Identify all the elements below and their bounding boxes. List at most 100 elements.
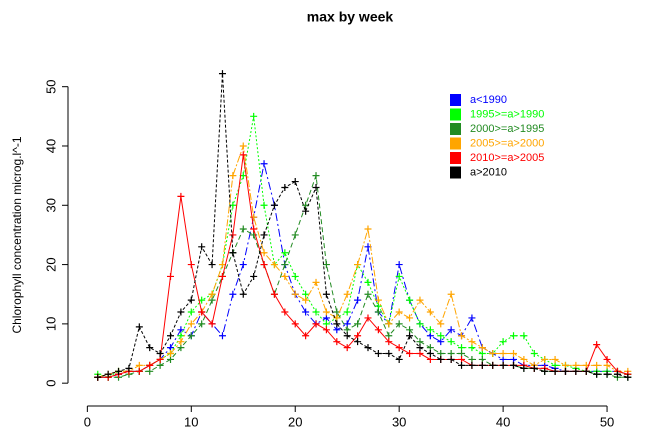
- point-marker: [478, 344, 486, 352]
- point-marker: [260, 231, 268, 239]
- point-marker: [187, 308, 195, 316]
- point-marker: [312, 278, 320, 286]
- point-marker: [198, 243, 206, 251]
- point-marker: [530, 350, 538, 358]
- point-marker: [312, 320, 320, 328]
- point-marker: [582, 367, 590, 375]
- series-line: [97, 175, 628, 378]
- point-marker: [458, 332, 466, 340]
- point-marker: [447, 326, 455, 334]
- point-marker: [177, 338, 185, 346]
- point-marker: [364, 344, 372, 352]
- point-marker: [239, 151, 247, 159]
- point-marker: [177, 332, 185, 340]
- point-marker: [499, 338, 507, 346]
- point-marker: [426, 332, 434, 340]
- point-marker: [416, 344, 424, 352]
- point-marker: [478, 355, 486, 363]
- point-marker: [187, 296, 195, 304]
- point-marker: [478, 361, 486, 369]
- point-marker: [302, 308, 310, 316]
- point-marker: [447, 338, 455, 346]
- point-marker: [354, 261, 362, 269]
- x-tick-label: 0: [84, 414, 91, 429]
- point-marker: [208, 261, 216, 269]
- point-marker: [177, 308, 185, 316]
- point-marker: [177, 326, 185, 334]
- point-marker: [416, 338, 424, 346]
- point-marker: [218, 261, 226, 269]
- point-marker: [250, 272, 258, 280]
- point-marker: [374, 296, 382, 304]
- point-marker: [354, 332, 362, 340]
- legend-label: 2000>=a>1995: [470, 123, 544, 135]
- point-marker: [312, 172, 320, 180]
- point-marker: [291, 178, 299, 186]
- point-marker: [343, 344, 351, 352]
- point-marker: [239, 225, 247, 233]
- point-marker: [156, 350, 164, 358]
- point-marker: [229, 172, 237, 180]
- point-marker: [468, 355, 476, 363]
- point-marker: [426, 350, 434, 358]
- point-marker: [167, 350, 175, 358]
- point-marker: [281, 308, 289, 316]
- point-marker: [613, 370, 621, 378]
- point-marker: [510, 361, 518, 369]
- point-marker: [458, 344, 466, 352]
- legend-label: a<1990: [470, 94, 507, 106]
- point-marker: [167, 355, 175, 363]
- point-marker: [135, 323, 143, 331]
- point-marker: [322, 326, 330, 334]
- chart-title: max by week: [307, 9, 394, 25]
- point-marker: [229, 249, 237, 257]
- point-marker: [593, 341, 601, 349]
- series-line: [97, 154, 628, 378]
- y-tick-label: 20: [43, 257, 58, 271]
- point-marker: [187, 332, 195, 340]
- point-marker: [250, 231, 258, 239]
- point-marker: [530, 364, 538, 372]
- point-marker: [551, 367, 559, 375]
- point-marker: [281, 249, 289, 257]
- point-marker: [593, 361, 601, 369]
- point-marker: [406, 350, 414, 358]
- point-marker: [260, 249, 268, 257]
- point-marker: [218, 272, 226, 280]
- point-marker: [593, 370, 601, 378]
- point-marker: [250, 225, 258, 233]
- point-marker: [603, 361, 611, 369]
- legend-swatch: [450, 152, 461, 164]
- point-marker: [478, 350, 486, 358]
- point-marker: [198, 320, 206, 328]
- point-marker: [395, 272, 403, 280]
- point-marker: [239, 290, 247, 298]
- point-marker: [551, 361, 559, 369]
- point-marker: [437, 355, 445, 363]
- point-marker: [541, 367, 549, 375]
- y-tick-label: 30: [43, 198, 58, 212]
- point-marker: [510, 355, 518, 363]
- point-marker: [167, 344, 175, 352]
- point-marker: [395, 344, 403, 352]
- point-marker: [374, 302, 382, 310]
- series-line: [97, 163, 628, 378]
- point-marker: [156, 355, 164, 363]
- point-marker: [322, 308, 330, 316]
- point-marker: [572, 367, 580, 375]
- x-tick-label: 10: [184, 414, 198, 429]
- point-marker: [343, 320, 351, 328]
- point-marker: [374, 308, 382, 316]
- point-marker: [167, 272, 175, 280]
- point-marker: [218, 70, 226, 78]
- point-marker: [270, 290, 278, 298]
- y-tick-label: 10: [43, 317, 58, 331]
- point-marker: [603, 370, 611, 378]
- point-marker: [322, 320, 330, 328]
- legend-label: 2010>=a>2005: [470, 152, 544, 164]
- point-marker: [374, 350, 382, 358]
- point-marker: [406, 326, 414, 334]
- point-marker: [208, 290, 216, 298]
- point-marker: [354, 320, 362, 328]
- point-marker: [146, 344, 154, 352]
